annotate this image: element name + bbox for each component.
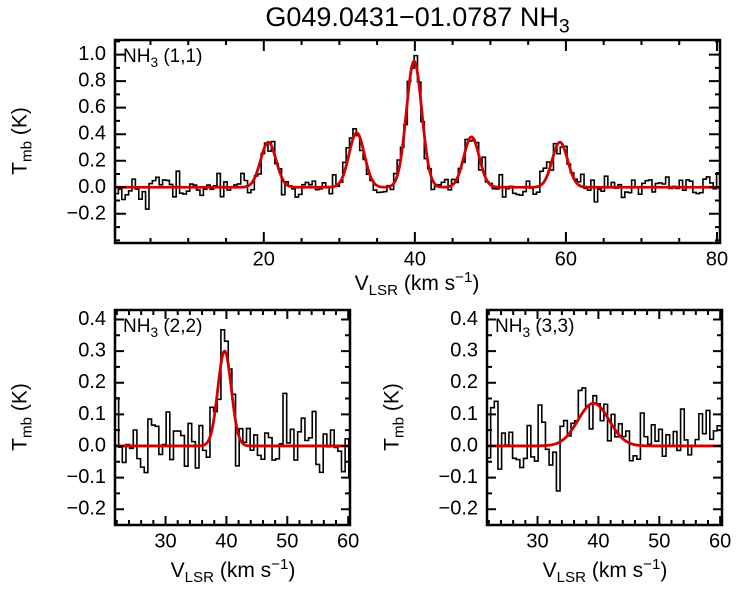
panel-label-sub: 3 xyxy=(150,324,159,340)
x-axis-label-top: VLSR (km s−1) xyxy=(355,269,480,299)
panel-label-end: (3,3) xyxy=(530,316,575,337)
y-label-end: (K) xyxy=(380,383,404,417)
x-label-sub: LSR xyxy=(368,282,399,300)
y-label-end: (K) xyxy=(8,107,32,141)
x-axis-label-bottom-left: VLSR (km s−1) xyxy=(171,556,296,586)
x-label-base: V xyxy=(354,272,369,295)
y-axis-label-bottom-left: Tmb (K) xyxy=(8,383,35,451)
x-label-sub: LSR xyxy=(556,569,587,587)
panel-label-sub: 3 xyxy=(522,324,531,340)
x-label-end: ) xyxy=(660,559,668,582)
x-label-sub: LSR xyxy=(184,569,215,587)
y-axis-label-top: Tmb (K) xyxy=(8,107,35,175)
panel-label-base: NH xyxy=(495,316,523,337)
panel-label-end: (1,1) xyxy=(158,46,203,67)
x-label-base: V xyxy=(542,559,557,582)
x-label-mid: (km s xyxy=(586,559,644,582)
panel-label-nh3-22: NH3 (2,2) xyxy=(123,316,202,340)
x-label-sup: −1 xyxy=(455,269,473,286)
panel-label-base: NH xyxy=(123,316,151,337)
x-label-sup: −1 xyxy=(643,556,661,573)
panel-label-nh3-33: NH3 (3,3) xyxy=(495,316,574,340)
x-label-base: V xyxy=(170,559,185,582)
y-label-base: T xyxy=(8,438,32,451)
x-label-mid: (km s xyxy=(398,272,456,295)
panel-label-base: NH xyxy=(123,46,151,67)
y-label-base: T xyxy=(8,162,32,175)
x-axis-label-bottom-right: VLSR (km s−1) xyxy=(543,556,668,586)
x-label-end: ) xyxy=(288,559,296,582)
y-label-end: (K) xyxy=(8,383,32,417)
panel-label-sub: 3 xyxy=(150,54,159,70)
y-label-sub: mb xyxy=(18,417,36,438)
y-label-sub: mb xyxy=(18,141,36,162)
figure-title-subscript: 3 xyxy=(558,15,570,38)
figure-title: G049.0431−01.0787 NH3 xyxy=(115,2,720,38)
y-label-sub: mb xyxy=(390,417,408,438)
x-label-mid: (km s xyxy=(214,559,272,582)
y-label-base: T xyxy=(380,438,404,451)
panel-label-end: (2,2) xyxy=(158,316,203,337)
panel-label-nh3-11: NH3 (1,1) xyxy=(123,46,202,70)
x-label-sup: −1 xyxy=(271,556,289,573)
y-axis-label-bottom-right: Tmb (K) xyxy=(380,383,407,451)
x-label-end: ) xyxy=(472,272,480,295)
figure-title-text: G049.0431−01.0787 NH xyxy=(265,2,559,32)
